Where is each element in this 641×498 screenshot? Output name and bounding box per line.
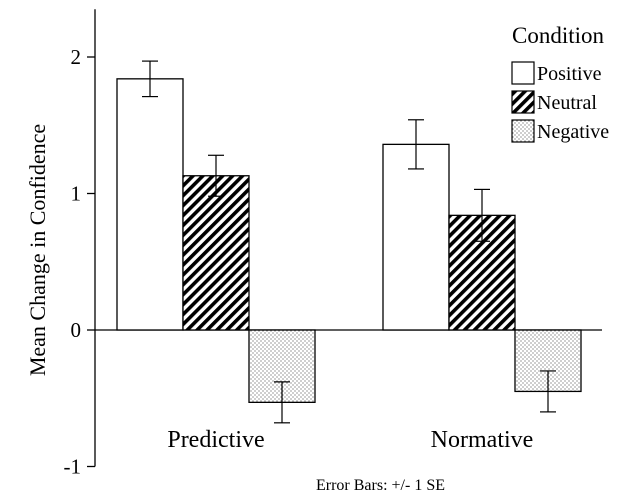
legend-label-negative: Negative [537,121,609,143]
bar-neutral-predictive [182,175,250,331]
y-tick-label: 1 [71,182,82,206]
y-ticks-group: -1 0 1 2 [64,45,95,479]
error-bar-negative-predictive [274,381,290,424]
y-tick-label: -1 [64,455,82,479]
error-bar-negative-normative [540,370,556,413]
error-bars-note: Error Bars: +/- 1 SE [316,477,445,494]
y-tick-label: 0 [71,318,82,342]
legend-label-neutral: Neutral [537,92,597,114]
category-label-predictive: Predictive [167,427,264,453]
error-bar-neutral-predictive [208,154,224,197]
error-bar-positive-predictive [142,60,158,98]
error-bar-neutral-normative [474,188,490,242]
legend-label-positive: Positive [537,63,602,85]
legend-swatch-positive [511,61,535,85]
category-labels-group: Predictive Normative [167,427,533,453]
legend-title: Condition [512,23,605,48]
bars-group [116,78,582,403]
category-label-normative: Normative [431,427,534,453]
bar-positive-normative [382,143,450,331]
y-axis-label: Mean Change in Confidence [25,124,50,376]
legend-swatch-neutral [511,90,535,114]
bar-positive-predictive [116,78,184,331]
error-bar-positive-normative [408,119,424,170]
error-bars-group [142,60,556,424]
legend: Condition Positive Neutral Negative [511,23,609,143]
legend-swatch-negative [511,119,535,143]
y-tick-label: 2 [71,45,82,69]
